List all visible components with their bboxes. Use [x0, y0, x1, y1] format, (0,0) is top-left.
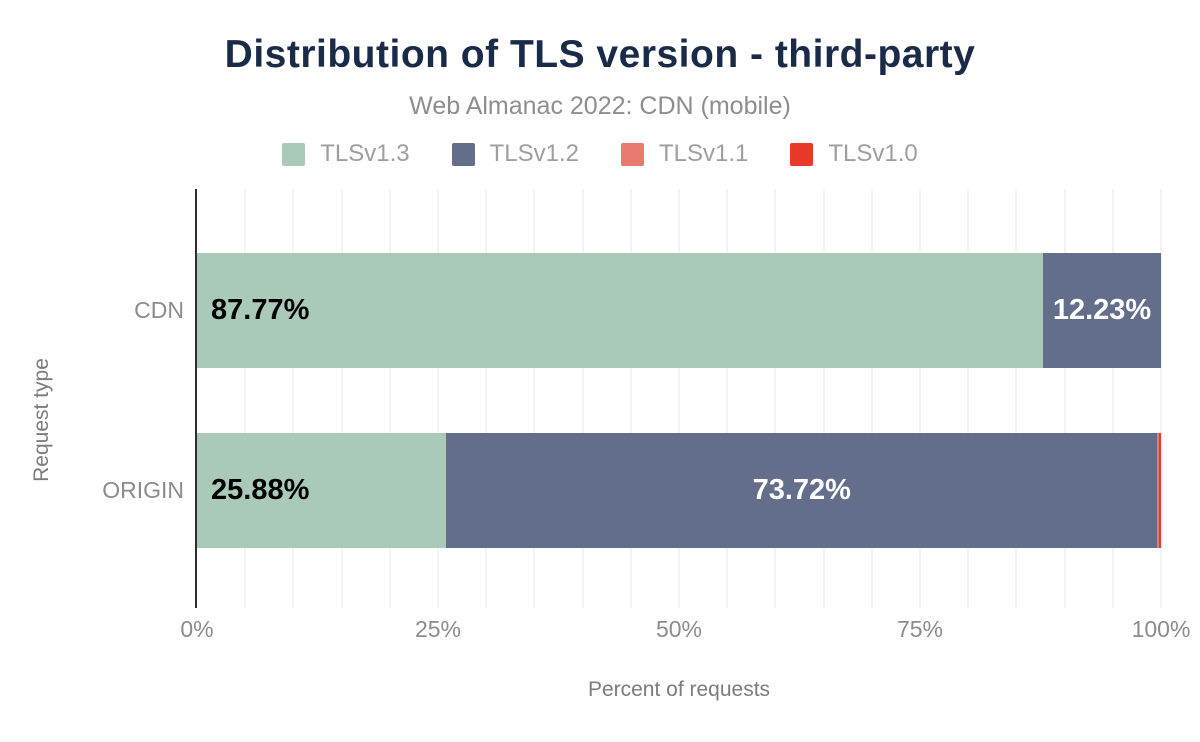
y-category-label-origin: ORIGIN — [102, 477, 184, 503]
legend-label: TLSv1.0 — [828, 140, 918, 167]
bar-segment-origin-tlsv1-2[interactable]: 73.72% — [446, 433, 1158, 548]
legend-swatch-tlsv1-3 — [282, 142, 306, 166]
gridline — [340, 189, 343, 608]
bar-value-label: 12.23% — [1052, 294, 1152, 326]
gridline — [437, 189, 439, 608]
gridline — [1111, 189, 1114, 608]
gridline — [822, 189, 825, 608]
chart-subtitle: Web Almanac 2022: CDN (mobile) — [409, 92, 791, 120]
legend-item-tlsv1-3[interactable]: TLSv1.3 — [282, 140, 410, 168]
legend-label: TLSv1.3 — [320, 140, 410, 167]
bar-segment-origin-tlsv1-1[interactable] — [1157, 433, 1160, 548]
bar-value-label: 87.77% — [211, 294, 310, 326]
bar-value-label: 73.72% — [752, 474, 851, 506]
bar-origin: 25.88% 73.72% — [197, 433, 1161, 548]
legend: TLSv1.3 TLSv1.2 TLSv1.1 TLSv1.0 — [0, 140, 1200, 168]
gridline — [726, 189, 729, 608]
gridline — [678, 189, 680, 608]
x-tick-label-50: 50% — [655, 616, 703, 642]
legend-label: TLSv1.2 — [489, 140, 579, 167]
x-tick-label-25: 25% — [414, 616, 462, 642]
x-axis-title: Percent of requests — [587, 678, 771, 701]
gridline — [1160, 189, 1162, 608]
gridline — [1063, 189, 1066, 608]
x-tick-label-100: 100% — [1131, 616, 1191, 642]
gridline — [533, 189, 536, 608]
legend-item-tlsv1-0[interactable]: TLSv1.0 — [790, 140, 918, 168]
y-axis-title: Request type — [30, 358, 53, 482]
gridline — [919, 189, 921, 608]
gridline — [774, 189, 777, 608]
gridline — [244, 189, 247, 608]
plot-area: 87.77% 12.23% 25.88% 73.72% — [197, 189, 1162, 608]
legend-item-tlsv1-1[interactable]: TLSv1.1 — [621, 140, 748, 168]
bar-segment-origin-tlsv1-0[interactable] — [1159, 433, 1161, 548]
legend-swatch-tlsv1-1 — [621, 142, 644, 166]
gridline — [1015, 189, 1018, 608]
legend-swatch-tlsv1-0 — [790, 142, 814, 166]
legend-label: TLSv1.1 — [659, 140, 749, 167]
bar-value-label: 25.88% — [211, 474, 310, 506]
y-axis-line — [195, 189, 197, 608]
gridline — [967, 189, 970, 608]
x-tick-label-75: 75% — [896, 616, 944, 642]
gridline — [388, 189, 391, 608]
bar-cdn: 87.77% 12.23% — [197, 253, 1161, 368]
legend-swatch-tlsv1-2 — [451, 142, 475, 166]
x-tick-label-0: 0% — [180, 616, 214, 642]
y-category-label-cdn: CDN — [134, 297, 184, 323]
bar-segment-cdn-tlsv1-2[interactable]: 12.23% — [1043, 253, 1161, 368]
gridline — [485, 189, 488, 608]
gridline — [292, 189, 295, 608]
chart-title: Distribution of TLS version - third-part… — [224, 33, 976, 76]
bar-segment-cdn-tlsv1-3[interactable]: 87.77% — [197, 253, 1044, 368]
gridline — [870, 189, 873, 608]
legend-item-tlsv1-2[interactable]: TLSv1.2 — [451, 140, 579, 168]
gridline — [629, 189, 632, 608]
gridline — [581, 189, 584, 608]
bar-segment-origin-tlsv1-3[interactable]: 25.88% — [197, 433, 447, 548]
